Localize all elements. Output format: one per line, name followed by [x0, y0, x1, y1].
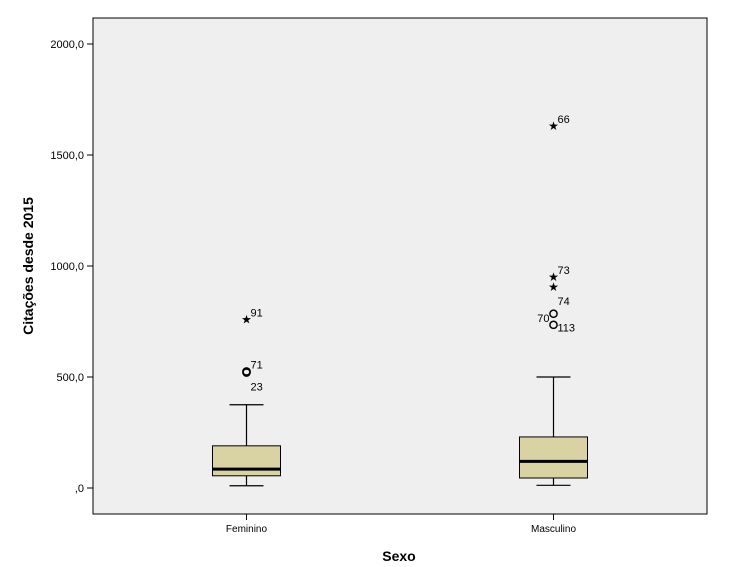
- outlier-marker: [242, 368, 251, 377]
- y-tick-label: 2000,0: [50, 39, 84, 51]
- y-tick-label: 500,0: [56, 372, 84, 384]
- outlier-id-label: 66: [558, 114, 570, 126]
- outlier-id-label: 70: [537, 313, 549, 325]
- outlier-marker: [549, 309, 558, 319]
- y-tick-label: 1000,0: [50, 261, 84, 273]
- plot-area: [92, 17, 708, 515]
- iqr-box: [519, 436, 588, 479]
- iqr-box: [212, 445, 281, 477]
- outlier-id-label: 74: [558, 296, 570, 308]
- box-feminino: ★91 71 23: [212, 307, 281, 487]
- y-axis-title: Citações desde 2015: [20, 197, 36, 335]
- extreme-outlier-marker: ★: [241, 312, 252, 326]
- x-axis: Feminino Masculino: [226, 514, 576, 535]
- x-axis-title: Sexo: [382, 548, 415, 564]
- extreme-outlier-marker: ★: [548, 270, 559, 284]
- outlier-id-label: 71: [251, 359, 263, 371]
- outlier-marker: [549, 320, 558, 330]
- outlier-id-label: 73: [558, 265, 570, 277]
- y-tick-label: ,0: [75, 483, 84, 495]
- extreme-outlier-marker: ★: [548, 119, 559, 133]
- extreme-outlier-marker: ★: [548, 280, 559, 294]
- x-tick-label: Feminino: [226, 524, 268, 535]
- outlier-id-label: 113: [558, 323, 576, 335]
- y-tick-label: 1500,0: [50, 150, 84, 162]
- y-axis: ,0 500,0 1000,0 1500,0 2000,0: [50, 39, 93, 495]
- outlier-id-label: 23: [251, 382, 263, 394]
- x-tick-label: Masculino: [531, 524, 576, 535]
- outlier-id-label: 91: [251, 307, 263, 319]
